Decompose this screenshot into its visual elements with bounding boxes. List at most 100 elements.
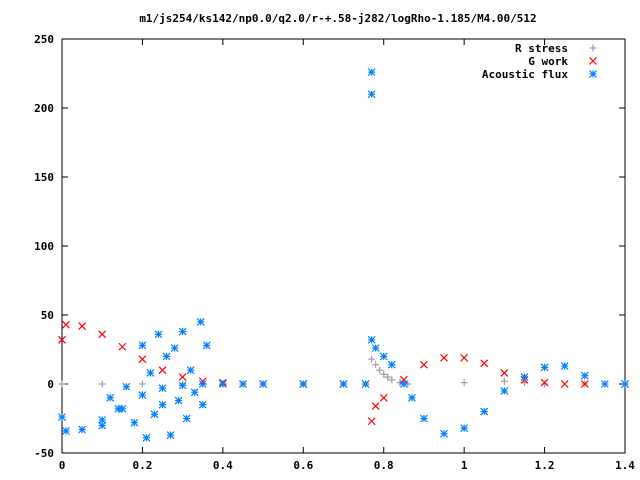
data-point: [560, 362, 569, 370]
legend-marker: [589, 57, 597, 65]
data-point: [580, 380, 589, 388]
data-point: [198, 380, 207, 388]
data-point: [186, 366, 195, 375]
x-tick-label: 0: [59, 459, 66, 472]
data-point: [138, 355, 147, 364]
legend-label: Acoustic flux: [482, 68, 568, 81]
data-point: [440, 353, 448, 362]
series-acoustic-flux: [58, 68, 629, 442]
data-point: [399, 380, 408, 388]
data-point: [62, 320, 70, 329]
y-axis: -50 0 50 100 150 200 250: [34, 33, 625, 460]
data-point: [371, 402, 380, 411]
data-point: [367, 417, 376, 426]
data-point: [196, 317, 205, 326]
x-tick-label: 0.4: [213, 459, 233, 472]
data-point: [367, 68, 376, 77]
data-point: [460, 379, 468, 387]
y-tick-label: 0: [47, 378, 54, 391]
data-point: [460, 353, 469, 362]
data-point: [540, 378, 549, 387]
data-point: [158, 400, 167, 409]
data-point: [560, 380, 569, 388]
y-tick-label: 150: [34, 171, 54, 184]
data-point: [118, 342, 127, 351]
data-point: [480, 359, 489, 368]
data-point: [371, 344, 380, 353]
x-tick-label: 1.2: [535, 459, 555, 472]
y-tick-label: 200: [34, 102, 54, 115]
legend-marker: [589, 70, 597, 78]
legend-label: R stress: [515, 42, 568, 55]
data-point: [98, 330, 107, 339]
x-tick-label: 0.8: [374, 459, 394, 472]
data-point: [600, 380, 609, 388]
data-point: [138, 391, 147, 399]
data-point: [166, 431, 175, 439]
data-point: [387, 360, 396, 369]
x-tick-label: 0.6: [293, 459, 313, 472]
data-point: [162, 352, 171, 361]
data-point: [380, 370, 388, 378]
data-point: [520, 373, 529, 382]
data-point: [198, 400, 207, 409]
data-point: [130, 418, 139, 427]
data-point: [150, 410, 159, 419]
data-point: [182, 414, 191, 423]
data-point: [500, 369, 509, 377]
y-tick-label: 100: [34, 240, 54, 253]
x-tick-label: 1.4: [615, 459, 635, 472]
data-point: [114, 404, 123, 413]
data-point: [138, 341, 147, 350]
data-point: [154, 330, 163, 339]
data-point: [239, 380, 247, 388]
data-point: [580, 371, 589, 380]
chart-title: m1/js254/ks142/np0.0/q2.0/r-+.58-j282/lo…: [139, 12, 536, 25]
data-point: [367, 335, 376, 344]
x-tick-label: 0.2: [132, 459, 152, 472]
data-point: [440, 429, 448, 438]
data-point: [259, 380, 267, 388]
data-point: [190, 388, 199, 397]
x-tick-label: 1: [461, 459, 468, 472]
data-point: [106, 393, 115, 402]
data-point: [202, 341, 211, 350]
data-point: [420, 414, 428, 423]
plot-area-border: [61, 38, 626, 454]
data-point: [379, 352, 388, 361]
data-point: [361, 380, 370, 388]
data-point: [58, 413, 66, 422]
x-axis: 0 0.2 0.4 0.6 0.8 1 1.2 1.4: [59, 39, 635, 472]
data-point: [142, 433, 151, 442]
data-point: [372, 361, 380, 369]
legend-label: G work: [528, 55, 568, 68]
data-point: [218, 380, 227, 388]
data-point: [384, 373, 392, 381]
y-tick-label: -50: [34, 447, 54, 460]
data-point: [407, 393, 416, 402]
series-g-work: [58, 320, 629, 426]
data-point: [178, 381, 187, 390]
data-point: [58, 335, 66, 344]
data-point: [299, 380, 308, 388]
data-point: [170, 344, 179, 353]
data-point: [78, 425, 87, 434]
data-point: [146, 369, 155, 377]
data-point: [174, 396, 183, 405]
data-point: [122, 382, 131, 391]
data-point: [62, 426, 70, 435]
data-point: [158, 366, 167, 375]
data-point: [178, 373, 187, 382]
data-point: [178, 327, 187, 336]
data-point: [388, 376, 396, 384]
data-point: [368, 355, 376, 363]
legend-marker: [589, 44, 597, 52]
data-point: [500, 377, 508, 385]
data-point: [480, 407, 489, 416]
data-point: [58, 380, 66, 388]
plot-points: [58, 68, 629, 442]
data-point: [138, 380, 146, 388]
data-point: [158, 384, 167, 393]
